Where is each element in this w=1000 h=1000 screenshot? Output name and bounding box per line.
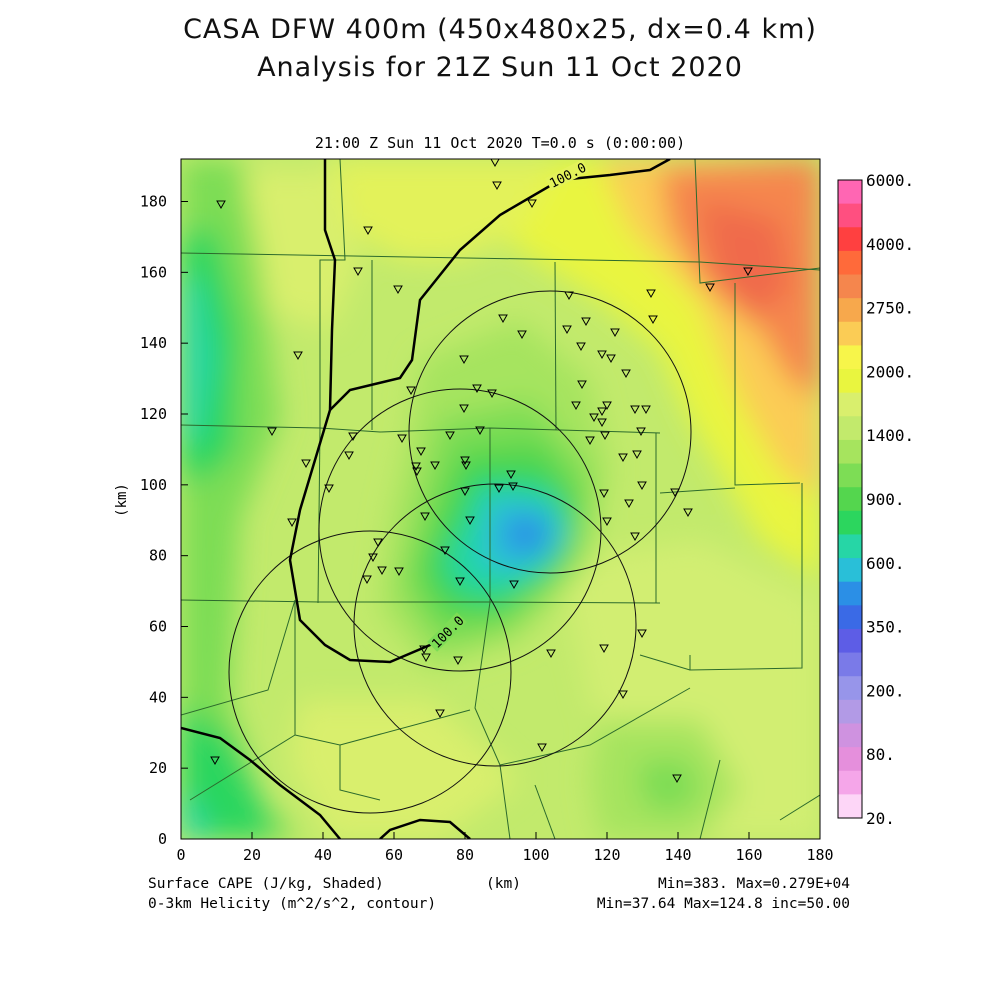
x-tick-label: 140 xyxy=(664,846,691,864)
x-tick-label: 80 xyxy=(456,846,474,864)
colorbar-swatch xyxy=(838,534,862,559)
station-markers xyxy=(210,159,753,784)
x-axis: 0 20 40 60 80 100 120 140 160 180 xyxy=(176,832,834,864)
colorbar-swatch xyxy=(838,298,862,323)
y-tick-label: 180 xyxy=(140,193,167,211)
colorbar-swatch xyxy=(838,581,862,606)
colorbar: 6000. 4000. 2750. 2000. 1400. 900. 600. 350. 200… xyxy=(837,171,914,828)
y-tick-label: 140 xyxy=(140,334,167,352)
colorbar-swatch xyxy=(838,723,862,748)
title-line-2: Analysis for 21Z Sun 11 Oct 2020 xyxy=(257,52,743,83)
colorbar-swatch xyxy=(838,345,862,370)
y-axis-label: (km) xyxy=(114,483,130,517)
colorbar-swatch xyxy=(838,463,862,488)
colorbar-swatch xyxy=(838,439,862,465)
x-tick-label: 40 xyxy=(314,846,332,864)
colorbar-label: 1400. xyxy=(866,426,914,445)
radar-range-rings xyxy=(228,290,692,814)
colorbar-swatch xyxy=(838,747,862,772)
colorbar-label: 2000. xyxy=(866,362,914,381)
helicity-contours xyxy=(181,159,671,839)
title-line-1: CASA DFW 400m (450x480x25, dx=0.4 km) xyxy=(183,14,817,45)
colorbar-swatch xyxy=(838,392,862,417)
y-tick-label: 120 xyxy=(140,405,167,423)
colorbar-swatch xyxy=(838,416,862,441)
y-tick-label: 0 xyxy=(158,830,167,848)
y-tick-label: 40 xyxy=(149,688,167,706)
footer-stats-contour: Min=37.64 Max=124.8 inc=50.00 xyxy=(596,896,850,912)
colorbar-swatch xyxy=(838,203,862,228)
y-tick-label: 80 xyxy=(149,547,167,565)
colorbar-swatch xyxy=(838,487,862,512)
colorbar-label: 2750. xyxy=(866,299,914,318)
colorbar-label: 20. xyxy=(866,809,895,828)
colorbar-label: 900. xyxy=(866,490,905,509)
colorbar-swatch xyxy=(838,628,862,654)
colorbar-swatch xyxy=(838,770,862,795)
colorbar-swatch xyxy=(838,558,862,583)
colorbar-swatch xyxy=(838,180,862,205)
y-tick-label: 160 xyxy=(140,263,167,281)
colorbar-swatch xyxy=(838,227,862,252)
y-axis: 0 20 40 60 80 100 120 140 160 180 xyxy=(140,193,188,848)
y-tick-label: 60 xyxy=(149,618,167,636)
colorbar-label: 80. xyxy=(866,745,895,764)
colorbar-swatch xyxy=(838,369,862,394)
colorbar-swatch xyxy=(838,274,862,299)
colorbar-swatch xyxy=(838,699,862,724)
colorbar-swatch xyxy=(838,652,862,677)
colorbar-swatch xyxy=(838,794,862,819)
x-tick-label: 0 xyxy=(176,846,185,864)
footer-stats-shaded: Min=383. Max=0.279E+04 xyxy=(657,876,850,892)
x-tick-label: 120 xyxy=(593,846,620,864)
footer-field-contour: 0-3km Helicity (m^2/s^2, contour) xyxy=(148,896,437,912)
colorbar-label: 600. xyxy=(866,554,905,573)
colorbar-label: 200. xyxy=(866,681,905,700)
colorbar-swatch xyxy=(838,250,862,276)
x-tick-label: 100 xyxy=(522,846,549,864)
plot-frame xyxy=(180,158,821,840)
colorbar-swatch xyxy=(838,321,862,346)
cape-shaded-field: 100.0 100.0 xyxy=(181,159,820,839)
x-tick-label: 20 xyxy=(243,846,261,864)
colorbar-swatch xyxy=(838,510,862,535)
x-tick-label: 160 xyxy=(735,846,762,864)
footer-field-shaded: Surface CAPE (J/kg, Shaded) xyxy=(148,876,384,892)
y-tick-label: 100 xyxy=(140,476,167,494)
colorbar-label: 6000. xyxy=(866,171,914,190)
plot-subtitle: 21:00 Z Sun 11 Oct 2020 T=0.0 s (0:00:00… xyxy=(314,134,686,152)
colorbar-label: 4000. xyxy=(866,235,914,254)
footer-x-unit: (km) xyxy=(486,876,521,892)
y-tick-label: 20 xyxy=(149,759,167,777)
county-boundaries xyxy=(181,159,820,839)
x-tick-label: 180 xyxy=(806,846,833,864)
colorbar-frame xyxy=(837,179,863,819)
colorbar-label: 350. xyxy=(866,618,905,637)
colorbar-swatch xyxy=(838,605,862,630)
colorbar-swatch xyxy=(838,676,862,701)
x-tick-label: 60 xyxy=(385,846,403,864)
